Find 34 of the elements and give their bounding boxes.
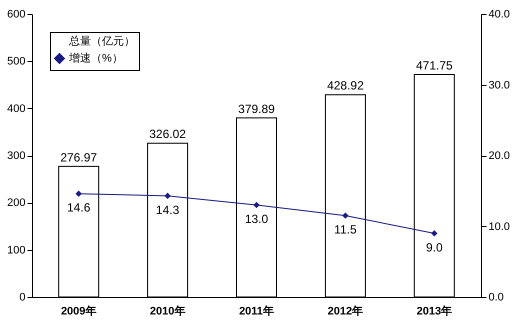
- y2-tick-label: 40.0: [488, 8, 510, 20]
- point: [164, 192, 171, 199]
- legend-label: 增速（%）: [68, 52, 123, 64]
- y2-tick-label: 20.0: [488, 150, 510, 162]
- text: 总量（亿元）: [68, 34, 135, 48]
- point: [431, 230, 438, 236]
- y2-tick-label: 30.0: [488, 79, 510, 92]
- y2-tick-label: 0.0: [488, 292, 504, 304]
- x-tick-label: 2010年: [150, 304, 186, 318]
- data-label: 276.97: [60, 150, 98, 164]
- y-tick-label: 400: [7, 102, 26, 115]
- data-label: 11.5: [334, 222, 357, 237]
- y-tick-label: 100: [7, 244, 26, 256]
- point: [342, 212, 349, 219]
- x-tick-label: 2013年: [416, 304, 452, 318]
- x-tick-label: 2011年: [239, 304, 274, 318]
- data-label: 428.92: [327, 78, 364, 93]
- y-tick-label: 600: [7, 8, 26, 20]
- data-label: 471.75: [416, 58, 453, 72]
- data-label: 326.02: [149, 127, 186, 142]
- x-tick-label: 2012年: [328, 304, 364, 318]
- y-tick-label: 200: [7, 197, 26, 210]
- data-label: 379.89: [238, 102, 276, 116]
- data-label: 9.0: [426, 240, 443, 254]
- x-tick-label: 2009年: [60, 304, 96, 318]
- data-label: 14.6: [67, 200, 91, 215]
- y-tick-label: 500: [7, 56, 26, 68]
- y-tick-label: 300: [7, 150, 26, 162]
- y-tick-label: 0: [19, 292, 26, 304]
- point: [76, 190, 82, 197]
- data-label: 14.3: [156, 202, 180, 217]
- point: [253, 202, 260, 208]
- data-label: 13.0: [244, 212, 268, 226]
- y2-tick-label: 10.0: [488, 220, 510, 233]
